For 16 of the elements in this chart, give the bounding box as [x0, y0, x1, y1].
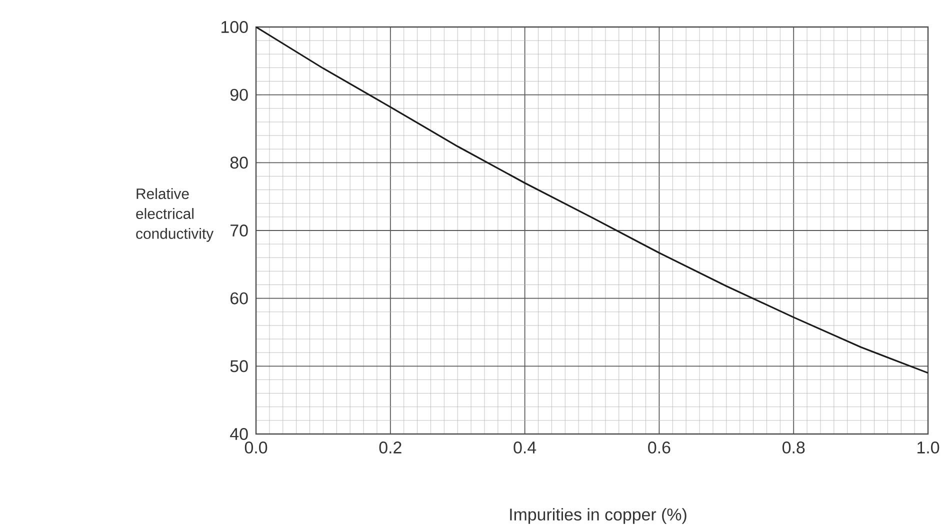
x-tick-label: 0.4 [514, 441, 536, 454]
y-tick-label: 80 [230, 156, 248, 169]
x-tick-label: 0.0 [244, 441, 268, 454]
line-series [256, 26, 928, 374]
y-tick-label: 90 [230, 88, 248, 101]
y-tick-label: 40 [230, 428, 248, 440]
y-tick-label: 50 [230, 360, 248, 372]
y-tick-label: 70 [230, 224, 248, 236]
x-axis-title: Impurities in copper (%) [510, 508, 686, 524]
y-axis-title: Relative electrical conductivity [136, 188, 214, 242]
x-tick-label: 1.0 [918, 441, 940, 454]
y-tick-label: 100 [222, 20, 248, 33]
y-tick-label: 60 [230, 292, 248, 304]
x-tick-label: 0.8 [782, 441, 805, 454]
x-tick-label: 0.2 [379, 441, 402, 454]
x-tick-label: 0.6 [648, 441, 670, 454]
